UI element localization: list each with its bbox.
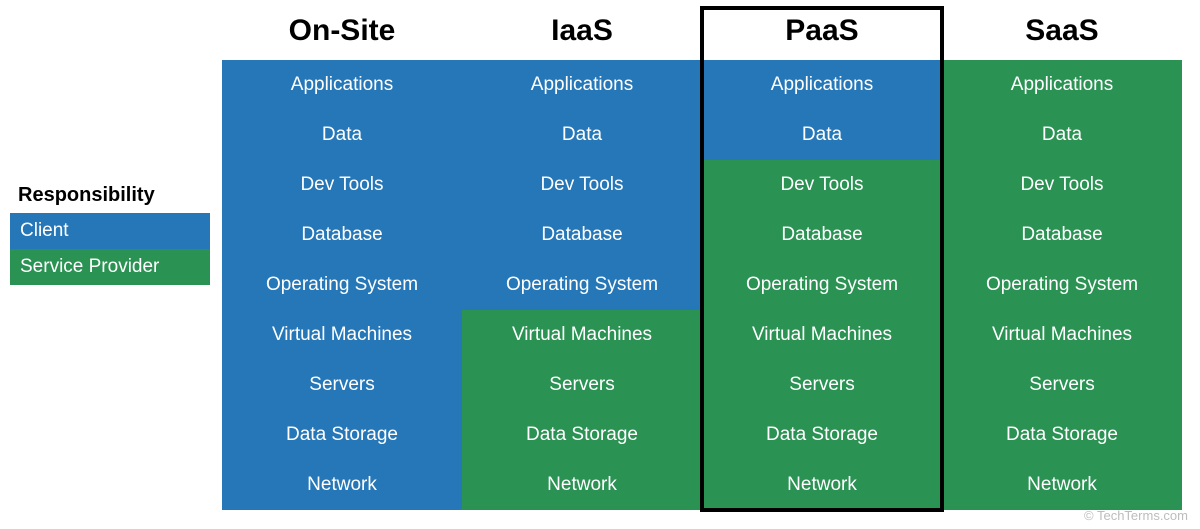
legend-title: Responsibility bbox=[10, 178, 210, 213]
column-header: On-Site bbox=[222, 8, 462, 60]
layer-cell: Applications bbox=[942, 60, 1182, 110]
layer-cell: Data bbox=[462, 110, 702, 160]
layer-cell: Dev Tools bbox=[942, 160, 1182, 210]
layer-cell: Data bbox=[942, 110, 1182, 160]
columns-wrapper: On-SiteApplicationsDataDev ToolsDatabase… bbox=[222, 8, 1182, 510]
layer-cell: Network bbox=[702, 460, 942, 510]
layer-cell: Data Storage bbox=[222, 410, 462, 460]
column-saas: SaaSApplicationsDataDev ToolsDatabaseOpe… bbox=[942, 8, 1182, 510]
layer-cell: Dev Tools bbox=[462, 160, 702, 210]
layer-cell: Network bbox=[942, 460, 1182, 510]
diagram-container: Responsibility Client Service Provider O… bbox=[0, 0, 1200, 510]
layer-cell: Applications bbox=[462, 60, 702, 110]
layer-cell: Applications bbox=[702, 60, 942, 110]
layer-cell: Servers bbox=[942, 360, 1182, 410]
column-paas: PaaSApplicationsDataDev ToolsDatabaseOpe… bbox=[702, 8, 942, 510]
layer-cell: Servers bbox=[462, 360, 702, 410]
layer-cell: Servers bbox=[222, 360, 462, 410]
layer-cell: Virtual Machines bbox=[702, 310, 942, 360]
column-on-site: On-SiteApplicationsDataDev ToolsDatabase… bbox=[222, 8, 462, 510]
layer-cell: Dev Tools bbox=[702, 160, 942, 210]
layer-cell: Operating System bbox=[462, 260, 702, 310]
layer-cell: Database bbox=[462, 210, 702, 260]
column-iaas: IaaSApplicationsDataDev ToolsDatabaseOpe… bbox=[462, 8, 702, 510]
credit-text: © TechTerms.com bbox=[1084, 508, 1188, 523]
legend-item-client: Client bbox=[10, 213, 210, 249]
layer-cell: Operating System bbox=[702, 260, 942, 310]
layer-cell: Data Storage bbox=[702, 410, 942, 460]
layer-cell: Applications bbox=[222, 60, 462, 110]
layer-cell: Database bbox=[942, 210, 1182, 260]
layer-cell: Servers bbox=[702, 360, 942, 410]
layer-cell: Network bbox=[462, 460, 702, 510]
layer-cell: Virtual Machines bbox=[942, 310, 1182, 360]
layer-cell: Data Storage bbox=[462, 410, 702, 460]
legend: Responsibility Client Service Provider bbox=[10, 178, 210, 285]
layer-cell: Operating System bbox=[942, 260, 1182, 310]
layer-cell: Database bbox=[702, 210, 942, 260]
legend-item-provider: Service Provider bbox=[10, 249, 210, 285]
layer-cell: Data Storage bbox=[942, 410, 1182, 460]
layer-cell: Virtual Machines bbox=[462, 310, 702, 360]
column-header: SaaS bbox=[942, 8, 1182, 60]
column-header: PaaS bbox=[702, 8, 942, 60]
layer-cell: Virtual Machines bbox=[222, 310, 462, 360]
column-header: IaaS bbox=[462, 8, 702, 60]
layer-cell: Data bbox=[222, 110, 462, 160]
layer-cell: Database bbox=[222, 210, 462, 260]
layer-cell: Network bbox=[222, 460, 462, 510]
layer-cell: Data bbox=[702, 110, 942, 160]
layer-cell: Dev Tools bbox=[222, 160, 462, 210]
layer-cell: Operating System bbox=[222, 260, 462, 310]
